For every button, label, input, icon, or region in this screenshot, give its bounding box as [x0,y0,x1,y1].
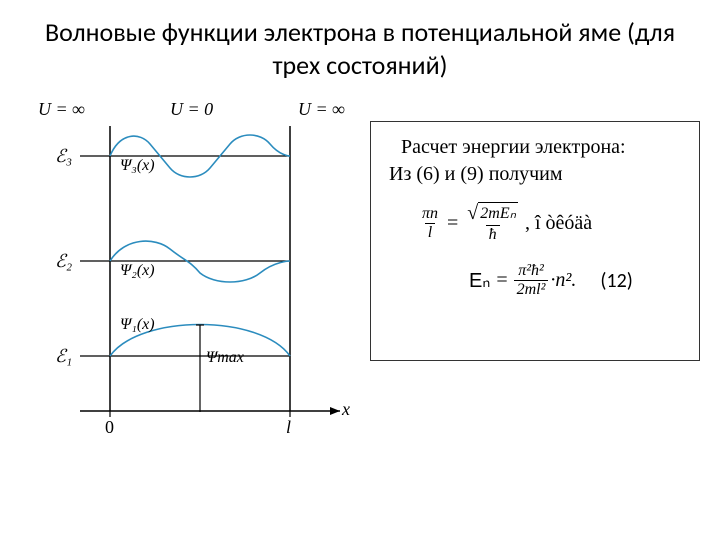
tb-line2: Из (6) и (9) получим [389,163,685,186]
label-zero: 0 [105,417,114,438]
eq2-num: π²ħ² [515,262,547,280]
eq1-lhs-den: l [425,223,435,242]
eq2-den: 2ml² [514,280,549,299]
eq1-rhs-den: ħ [486,225,500,244]
eq2-lhs: Eₙ [469,268,490,293]
tb-line1: Расчет энергии электрона: [389,136,685,159]
label-psi1: Ψ₁(x) [120,316,155,334]
x-axis-arrow [330,407,340,415]
eq1-rhs-num: √ 2mEₙ [464,202,521,225]
label-e2: ℰ₂ [55,251,72,272]
derivation-box: Расчет энергии электрона: Из (6) и (9) п… [370,121,700,361]
content-row: U = ∞ U = 0 U = ∞ ℰ₃ ℰ₂ ℰ₁ Ψ₃(x) Ψ₂(x) Ψ… [0,91,720,471]
eq1-sqrt-body: 2mEₙ [478,202,518,223]
page-title: Волновые функции электрона в потенциальн… [0,0,720,91]
label-u-mid: U = 0 [170,99,213,120]
eq2-equals: = [496,269,507,292]
label-psi2: Ψ₂(x) [120,262,155,280]
diagram: U = ∞ U = 0 U = ∞ ℰ₃ ℰ₂ ℰ₁ Ψ₃(x) Ψ₂(x) Ψ… [20,91,370,471]
eq1-equals: = [447,212,458,235]
diagram-svg [20,91,370,471]
equation-2: Eₙ = π²ħ² 2ml² ·n². (12) [469,262,685,299]
eq1-rhs-frac: √ 2mEₙ ħ [464,202,521,244]
equation-1: πn l = √ 2mEₙ ħ , î òêóäà [419,202,685,244]
eq2-tail: ·n². [550,269,576,292]
label-u-right: U = ∞ [298,99,345,120]
label-u-left: U = ∞ [38,99,85,120]
eq1-lhs-num: πn [419,205,441,223]
eq2-label: (12) [600,269,632,293]
label-psimax: Ψmax [206,349,244,367]
label-e1: ℰ₁ [55,346,72,367]
sqrt-icon: √ 2mEₙ [467,202,518,225]
label-l: l [286,417,291,438]
label-e3: ℰ₃ [55,146,72,167]
eq2-frac: π²ħ² 2ml² [514,262,549,299]
eq1-lhs-frac: πn l [419,205,441,242]
eq1-trailing: , î òêóäà [525,212,592,235]
label-x: x [342,399,350,420]
label-psi3: Ψ₃(x) [120,157,155,175]
